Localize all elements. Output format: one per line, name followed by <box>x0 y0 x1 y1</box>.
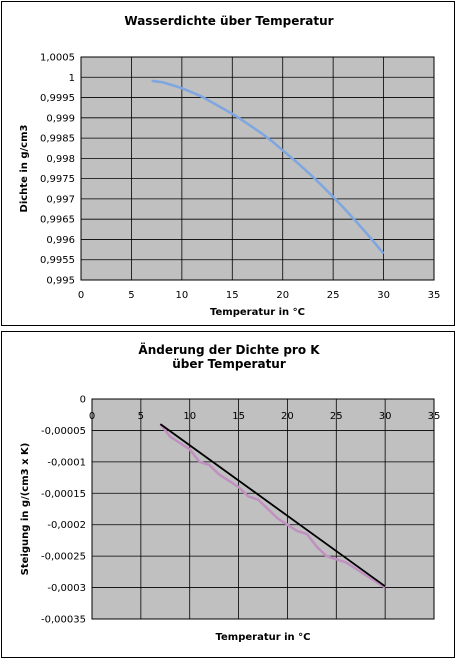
x-tick-label: 25 <box>330 411 343 422</box>
y-tick-label: 0,996 <box>46 235 75 246</box>
chart-title: Änderung der Dichte pro K <box>138 342 320 357</box>
x-tick-label: 15 <box>226 290 239 301</box>
y-tick-label: -0,0002 <box>47 520 86 531</box>
x-tick-label: 5 <box>128 290 134 301</box>
x-tick-label: 20 <box>276 290 289 301</box>
x-tick-label: 35 <box>428 290 441 301</box>
x-tick-label: 35 <box>428 411 441 422</box>
x-tick-label: 30 <box>379 411 392 422</box>
y-tick-label: -0,00025 <box>41 552 86 563</box>
y-tick-label: -0,00035 <box>41 615 86 626</box>
x-tick-label: 0 <box>89 411 95 422</box>
y-tick-label: 0 <box>80 395 86 406</box>
chart-title: über Temperatur <box>172 357 286 371</box>
x-tick-label: 15 <box>232 411 245 422</box>
y-tick-label: 0,9975 <box>40 174 75 185</box>
x-tick-label: 5 <box>138 411 144 422</box>
chart-title: Wasserdichte über Temperatur <box>124 14 333 28</box>
series-line <box>159 423 386 589</box>
y-axis-label: Dichte in g/cm3 <box>19 124 30 212</box>
x-tick-label: 10 <box>183 411 196 422</box>
series-line <box>159 423 386 588</box>
y-tick-label: 0,997 <box>46 194 75 205</box>
y-tick-label: -0,0001 <box>47 457 86 468</box>
y-tick-label: 0,9995 <box>40 93 75 104</box>
y-tick-label: 1 <box>69 73 75 84</box>
y-tick-label: 0,9985 <box>40 134 75 145</box>
x-tick-label: 25 <box>327 290 340 301</box>
series-line <box>151 79 385 255</box>
y-tick-label: -0,0003 <box>47 583 86 594</box>
x-axis-label: Temperatur in °C <box>216 632 311 643</box>
x-tick-label: 10 <box>175 290 188 301</box>
y-tick-label: 0,995 <box>46 276 75 287</box>
y-axis-label: Steigung in g/(cm3 x K) <box>20 443 31 576</box>
y-tick-label: 0,999 <box>46 113 75 124</box>
plot-area <box>80 56 435 281</box>
y-tick-label: 0,9955 <box>40 255 75 266</box>
x-tick-label: 30 <box>377 290 390 301</box>
density-chart: Wasserdichte über Temperatur 0 5 10 15 20 25 30… <box>19 14 441 318</box>
density-chart-panel: Wasserdichte über Temperatur 0 5 10 15 20 25 30… <box>1 1 455 326</box>
y-tick-label: 0,998 <box>46 154 75 165</box>
y-tick-label: -0,00005 <box>41 426 86 437</box>
x-tick-label: 20 <box>281 411 294 422</box>
y-tick-label: 0,9965 <box>40 215 75 226</box>
x-axis-label: Temperatur in °C <box>210 307 305 318</box>
x-tick-label: 0 <box>78 290 84 301</box>
y-tick-label: 1,0005 <box>40 53 75 64</box>
y-tick-label: -0,00015 <box>41 489 86 500</box>
